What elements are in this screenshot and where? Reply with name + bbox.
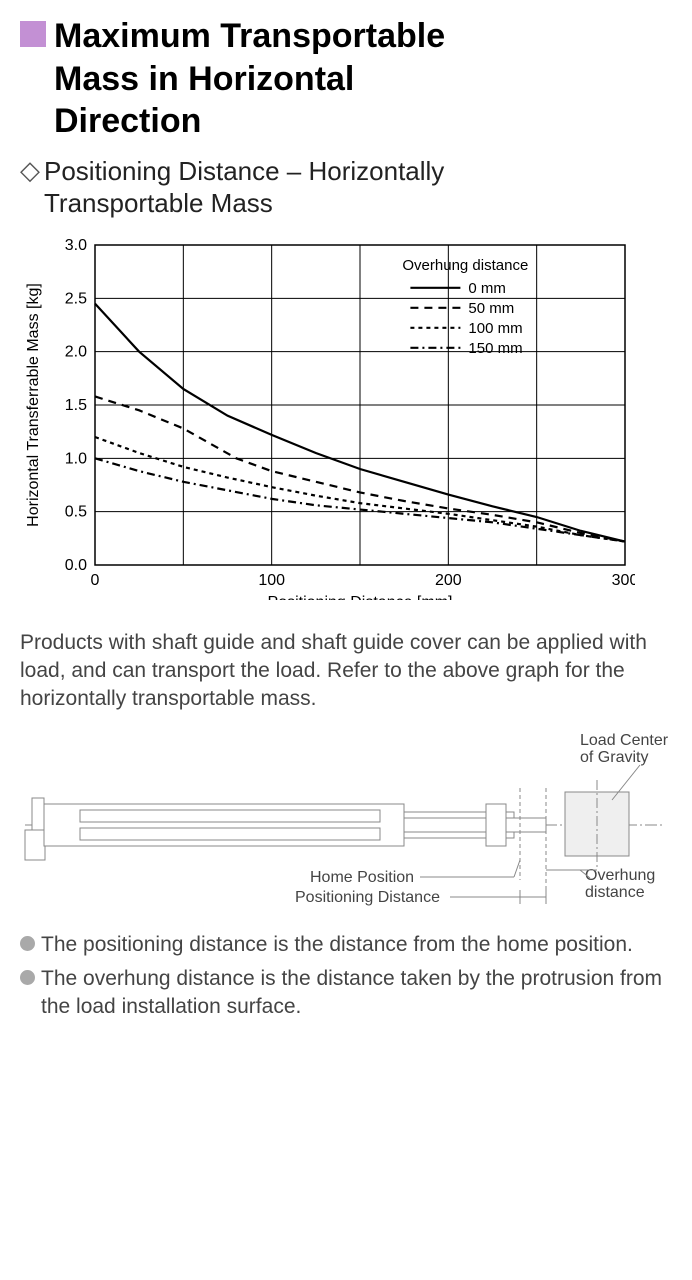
chart-container: 0.0 0.5 1.0 1.5 2.0 2.5 3.0 0 100 200 300 Positioni… — [20, 230, 672, 605]
svg-text:150 mm: 150 mm — [468, 339, 522, 356]
svg-text:200: 200 — [435, 572, 462, 589]
svg-text:1.0: 1.0 — [65, 450, 87, 467]
subtitle-text: Positioning Distance – Horizontally Tran… — [44, 155, 444, 220]
svg-text:Horizontal Transferrable Mass: Horizontal Transferrable Mass [kg] — [25, 283, 42, 527]
subtitle-block: ◇ Positioning Distance – Horizontally Tr… — [20, 155, 672, 220]
svg-text:0: 0 — [91, 572, 100, 589]
diagram-container: Load Centerof GravityOverhungdistanceHom… — [20, 730, 672, 925]
title-line: Maximum Transportable — [54, 17, 445, 55]
diamond-icon: ◇ — [20, 155, 40, 186]
note-text: The positioning distance is the distance… — [41, 931, 633, 959]
note-text: The overhung distance is the distance ta… — [41, 965, 672, 1022]
svg-text:distance: distance — [585, 884, 645, 901]
svg-text:Positioning Distance [mm]: Positioning Distance [mm] — [268, 594, 453, 600]
body-paragraph: Products with shaft guide and shaft guid… — [20, 629, 672, 714]
svg-text:Positioning Distance: Positioning Distance — [295, 889, 440, 906]
subtitle-line: Transportable Mass — [44, 188, 273, 218]
title-line: Direction — [54, 102, 201, 140]
svg-text:of Gravity: of Gravity — [580, 749, 648, 766]
mass-chart: 0.0 0.5 1.0 1.5 2.0 2.5 3.0 0 100 200 300 Positioni… — [20, 230, 635, 600]
svg-text:0.5: 0.5 — [65, 503, 87, 520]
svg-text:Overhung distance: Overhung distance — [402, 256, 528, 273]
svg-text:1.5: 1.5 — [65, 397, 87, 414]
title-block: Maximum Transportable Mass in Horizontal… — [20, 15, 672, 143]
svg-text:0 mm: 0 mm — [468, 279, 506, 296]
svg-text:Home Position: Home Position — [310, 869, 414, 886]
title-bullet-square — [20, 21, 46, 47]
note-row: The positioning distance is the distance… — [20, 931, 672, 959]
svg-text:300: 300 — [612, 572, 635, 589]
page-title: Maximum Transportable Mass in Horizontal… — [54, 15, 445, 143]
actuator-diagram: Load Centerof GravityOverhungdistanceHom… — [20, 730, 670, 920]
svg-text:50 mm: 50 mm — [468, 299, 514, 316]
bullet-icon — [20, 970, 35, 985]
title-line: Mass in Horizontal — [54, 60, 354, 98]
svg-text:3.0: 3.0 — [65, 237, 87, 254]
svg-text:100: 100 — [258, 572, 285, 589]
note-row: The overhung distance is the distance ta… — [20, 965, 672, 1022]
svg-text:100 mm: 100 mm — [468, 319, 522, 336]
svg-text:Load Center: Load Center — [580, 732, 669, 749]
svg-text:2.0: 2.0 — [65, 343, 87, 360]
bullet-icon — [20, 936, 35, 951]
subtitle-line: Positioning Distance – Horizontally — [44, 156, 444, 186]
svg-text:0.0: 0.0 — [65, 557, 87, 574]
svg-text:2.5: 2.5 — [65, 290, 87, 307]
